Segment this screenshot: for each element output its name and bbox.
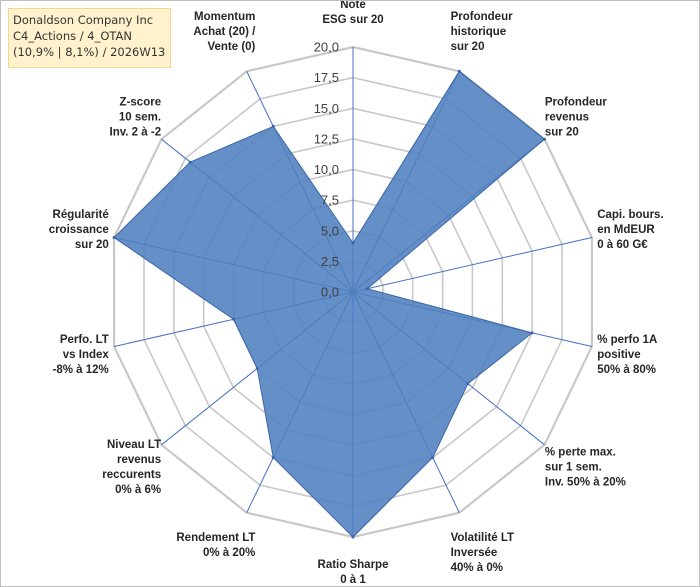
data-point bbox=[365, 287, 369, 291]
data-point bbox=[466, 382, 470, 386]
axis-spoke bbox=[352, 237, 593, 293]
title-line-company: Donaldson Company Inc bbox=[13, 13, 154, 27]
axis-label: Régularité croissance sur 20 bbox=[49, 209, 109, 251]
title-line-portfolio: C4_Actions / 4_OTAN bbox=[13, 29, 133, 43]
data-point bbox=[543, 137, 546, 141]
axis-label: Z-score 10 sem. Inv. 2 à -2 bbox=[110, 96, 162, 138]
axis-label: % perfo 1A positive 50% à 80% bbox=[597, 334, 657, 376]
axis-label: Profondeur historique sur 20 bbox=[451, 11, 513, 53]
data-point bbox=[351, 535, 355, 539]
radar-series bbox=[112, 69, 546, 539]
axis-label: Momentum Achat (20) / Vente (0) bbox=[193, 11, 256, 53]
data-point bbox=[271, 124, 275, 128]
axis-label: Perfo. LT vs Index -8% à 12% bbox=[53, 334, 110, 376]
data-point bbox=[530, 331, 534, 335]
axis-label: Ratio Sharpe 0 à 1 bbox=[318, 559, 389, 586]
axis-label: Volatilité LT Inversée 40% à 0% bbox=[451, 532, 514, 574]
axis-label: Note ESG sur 20 bbox=[322, 1, 383, 26]
tick-label: 0,0 bbox=[321, 285, 339, 300]
data-point bbox=[232, 317, 236, 321]
tick-label: 17,5 bbox=[314, 70, 339, 85]
tick-label: 2,5 bbox=[321, 254, 339, 269]
tick-label: 10,0 bbox=[314, 162, 339, 177]
title-line-stats: (10,9% | 8,1%) / 2026W13 bbox=[13, 45, 166, 59]
data-point bbox=[351, 241, 355, 245]
tick-label: 12,5 bbox=[314, 131, 339, 146]
tick-label: 5,0 bbox=[321, 223, 339, 238]
data-point bbox=[188, 160, 192, 164]
tick-label: 20,0 bbox=[314, 40, 339, 55]
tick-label: 7,5 bbox=[321, 193, 339, 208]
axis-label: Niveau LT revenus reccurents 0% à 6% bbox=[102, 439, 161, 496]
data-point bbox=[431, 456, 435, 460]
axis-label: Rendement LT 0% à 20% bbox=[176, 532, 255, 559]
chart-title: Donaldson Company Inc C4_Actions / 4_OTA… bbox=[8, 8, 171, 68]
radar-axis-labels: Note ESG sur 20 Profondeur historique sur 20… bbox=[49, 1, 664, 586]
data-point bbox=[255, 366, 259, 370]
tick-label: 15,0 bbox=[314, 101, 339, 116]
axis-label: % perte max. sur 1 sem. Inv. 50% à 20% bbox=[545, 447, 626, 489]
data-point bbox=[271, 456, 275, 460]
axis-label: Capi. bours. en MdEUR 0 à 60 G€ bbox=[597, 209, 663, 251]
data-point bbox=[457, 69, 461, 73]
radar-tick-labels: 0,0 2,5 5,0 7,5 10,0 12,5 15,0 17,5 20,0 bbox=[314, 40, 339, 300]
data-point bbox=[112, 236, 116, 239]
axis-label: Profondeur revenus sur 20 bbox=[545, 96, 607, 138]
